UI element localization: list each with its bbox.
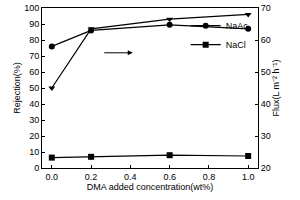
svg-text:Flux(L m⁻² h⁻¹): Flux(L m⁻² h⁻¹) [271,59,281,116]
svg-text:0.0: 0.0 [46,172,59,182]
svg-text:40: 40 [29,99,39,109]
svg-text:0.6: 0.6 [163,172,176,182]
svg-text:Rejection(%): Rejection(%) [12,62,22,114]
svg-text:40: 40 [261,99,271,109]
svg-text:50: 50 [261,67,271,77]
svg-text:50: 50 [29,83,39,93]
svg-text:70: 70 [261,3,271,13]
svg-text:DMA added concentration(wt%): DMA added concentration(wt%) [87,182,214,192]
svg-text:80: 80 [29,35,39,45]
svg-text:0.4: 0.4 [124,172,137,182]
svg-text:60: 60 [29,67,39,77]
svg-text:1.0: 1.0 [242,172,255,182]
svg-text:20: 20 [29,131,39,141]
svg-text:0.2: 0.2 [85,172,98,182]
svg-text:60: 60 [261,35,271,45]
svg-text:30: 30 [261,131,271,141]
svg-text:90: 90 [29,19,39,29]
svg-text:10: 10 [29,147,39,157]
svg-text:NaAc: NaAc [226,21,249,31]
svg-text:70: 70 [29,51,39,61]
svg-text:0: 0 [34,163,39,173]
svg-text:100: 100 [24,3,39,13]
svg-text:20: 20 [261,163,271,173]
svg-text:0.8: 0.8 [203,172,216,182]
svg-text:NaCl: NaCl [226,40,246,50]
svg-text:30: 30 [29,115,39,125]
